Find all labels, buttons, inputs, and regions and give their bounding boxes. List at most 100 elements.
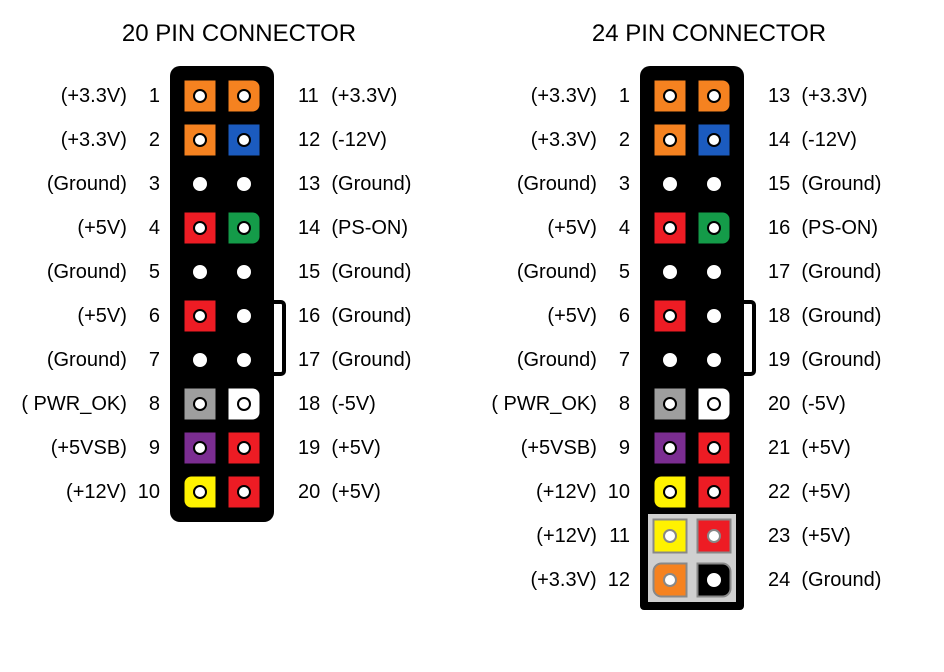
pin-number: 8	[138, 393, 160, 416]
pin-label: 14 (PS-ON)	[288, 206, 411, 250]
pin	[648, 514, 692, 558]
c20-connector: 20 PIN CONNECTOR(+3.3V) 1(+3.3V) 2(Groun…	[30, 20, 448, 522]
pin-number: 13	[298, 173, 320, 196]
pin-label: (+12V) 10	[30, 470, 170, 514]
pin-signal: (Ground)	[331, 173, 411, 196]
pin-label: (+5VSB) 9	[500, 426, 640, 470]
pin-label: 15 (Ground)	[288, 250, 411, 294]
pin	[648, 74, 692, 118]
pin-signal: (+3.3V)	[801, 85, 867, 108]
pin-signal: (Ground)	[331, 261, 411, 284]
pin-number: 4	[608, 217, 630, 240]
pin-number: 7	[138, 349, 160, 372]
pin-number: 17	[298, 349, 320, 372]
pin	[692, 514, 736, 558]
pin-number: 12	[608, 569, 630, 592]
pin	[222, 294, 266, 338]
pin	[178, 74, 222, 118]
pin	[222, 162, 266, 206]
pin-signal: (+5V)	[331, 437, 380, 460]
pin-number: 11	[298, 85, 320, 108]
pin-signal: (+12V)	[66, 481, 127, 504]
pin-number: 13	[768, 85, 790, 108]
pin-label: (+3.3V) 2	[500, 118, 640, 162]
pin-signal: (PS-ON)	[801, 217, 878, 240]
pin	[648, 162, 692, 206]
pin-label: (+3.3V) 1	[30, 74, 170, 118]
pin-signal: (Ground)	[801, 569, 881, 592]
pin	[222, 74, 266, 118]
pin	[692, 206, 736, 250]
pin	[178, 162, 222, 206]
pin-label: 16 (Ground)	[288, 294, 411, 338]
pin-label: (Ground) 7	[30, 338, 170, 382]
pin-number: 9	[138, 437, 160, 460]
pin-label: (+5V) 6	[500, 294, 640, 338]
c20-housing-wrap	[170, 66, 274, 522]
pin	[692, 74, 736, 118]
pin-signal: (Ground)	[331, 349, 411, 372]
pin-number: 4	[138, 217, 160, 240]
pin	[222, 206, 266, 250]
pin-label: ( PWR_OK) 8	[500, 382, 640, 426]
pin	[222, 382, 266, 426]
pin-signal: (Ground)	[517, 349, 597, 372]
pin-signal: (Ground)	[517, 173, 597, 196]
pin-number: 7	[608, 349, 630, 372]
pin-label: 14 (-12V)	[758, 118, 881, 162]
pin-signal: (+5V)	[331, 481, 380, 504]
pin-number: 9	[608, 437, 630, 460]
pin-number: 1	[138, 85, 160, 108]
pin-signal: (Ground)	[801, 261, 881, 284]
c20-housing	[170, 66, 274, 522]
pin-label: 19 (Ground)	[758, 338, 881, 382]
pin-label: (Ground) 3	[30, 162, 170, 206]
pin-signal: (-5V)	[801, 393, 845, 416]
connector-clip-icon	[744, 300, 754, 376]
pin	[178, 118, 222, 162]
pin-label: 20 (+5V)	[288, 470, 411, 514]
pin-signal: (+5V)	[547, 217, 596, 240]
pin-signal: (Ground)	[47, 349, 127, 372]
pin-label: (+3.3V) 1	[500, 74, 640, 118]
pin-number: 15	[768, 173, 790, 196]
c20-body: (+3.3V) 1(+3.3V) 2(Ground) 3(+5V) 4(Grou…	[30, 66, 448, 522]
pin	[178, 294, 222, 338]
pin-label: (+12V) 10	[500, 470, 640, 514]
pin	[692, 558, 736, 602]
pin	[222, 250, 266, 294]
pin-number: 6	[138, 305, 160, 328]
pin-label: (Ground) 7	[500, 338, 640, 382]
pin-label: 15 (Ground)	[758, 162, 881, 206]
pin-label: 24 (Ground)	[758, 558, 881, 602]
pin-number: 5	[138, 261, 160, 284]
pin-number: 10	[138, 481, 160, 504]
pin-label: 18 (Ground)	[758, 294, 881, 338]
pin-label: 11 (+3.3V)	[288, 74, 411, 118]
pin-signal: (Ground)	[801, 305, 881, 328]
c24-title: 24 PIN CONNECTOR	[500, 20, 918, 48]
pin-signal: (Ground)	[517, 261, 597, 284]
pin-signal: (+5V)	[801, 481, 850, 504]
pin	[692, 426, 736, 470]
pin-label: ( PWR_OK) 8	[30, 382, 170, 426]
pin-number: 19	[768, 349, 790, 372]
pin-number: 15	[298, 261, 320, 284]
c20-left-labels: (+3.3V) 1(+3.3V) 2(Ground) 3(+5V) 4(Grou…	[30, 66, 170, 514]
pin-signal: (+5V)	[77, 305, 126, 328]
pin-number: 19	[298, 437, 320, 460]
pin	[648, 294, 692, 338]
pin-signal: ( PWR_OK)	[21, 393, 127, 416]
c24-body: (+3.3V) 1(+3.3V) 2(Ground) 3(+5V) 4(Grou…	[500, 66, 918, 610]
pin-signal: (-12V)	[801, 129, 857, 152]
pin-signal: (+5V)	[547, 305, 596, 328]
pin	[648, 250, 692, 294]
pin-number: 6	[608, 305, 630, 328]
pin-signal: (+3.3V)	[531, 85, 597, 108]
pin-label: (+5VSB) 9	[30, 426, 170, 470]
pin-number: 16	[768, 217, 790, 240]
pin-label: (+5V) 4	[500, 206, 640, 250]
pin-signal: (-5V)	[331, 393, 375, 416]
connector-clip-icon	[274, 300, 284, 376]
pin-number: 21	[768, 437, 790, 460]
